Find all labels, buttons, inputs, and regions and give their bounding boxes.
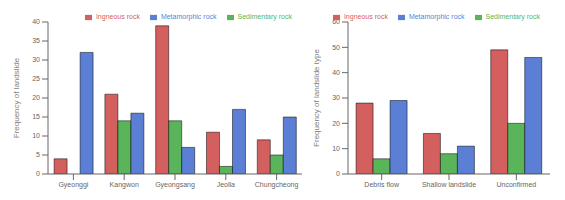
html-text:Metamorphic rock: Metamorphic rock xyxy=(160,13,217,20)
svg-text:30: 30 xyxy=(332,94,340,101)
svg-text:40: 40 xyxy=(32,18,40,25)
svg-text:10: 10 xyxy=(332,145,340,152)
svg-text:Frequency of landslide: Frequency of landslide xyxy=(12,57,21,138)
svg-text:15: 15 xyxy=(32,113,40,120)
html-text:Sedimentary rock: Sedimentary rock xyxy=(237,13,292,20)
svg-text:Chungcheong: Chungcheong xyxy=(255,181,299,189)
svg-text:Unconfirmed: Unconfirmed xyxy=(496,181,536,188)
svg-text:Kangwon: Kangwon xyxy=(110,181,139,189)
svg-text:Gyeonggi: Gyeonggi xyxy=(58,181,88,189)
html-text:Ingneous rock: Ingneous rock xyxy=(343,13,388,20)
svg-text:Gyeongsang: Gyeongsang xyxy=(155,181,195,189)
svg-text:50: 50 xyxy=(332,44,340,51)
svg-text:60: 60 xyxy=(332,18,340,25)
svg-text:Frequency of landslide type: Frequency of landslide type xyxy=(312,49,321,147)
svg-text:35: 35 xyxy=(32,37,40,44)
html-text:Sedimentary rock: Sedimentary rock xyxy=(485,13,540,20)
svg-text:20: 20 xyxy=(32,94,40,101)
svg-text:40: 40 xyxy=(332,69,340,76)
svg-text:0: 0 xyxy=(336,170,340,177)
svg-text:30: 30 xyxy=(32,56,40,63)
svg-text:0: 0 xyxy=(36,170,40,177)
svg-text:Debris flow: Debris flow xyxy=(364,181,400,188)
svg-text:10: 10 xyxy=(32,132,40,139)
html-text:Metamorphic rock: Metamorphic rock xyxy=(408,13,465,20)
html-text:Ingneous rock: Ingneous rock xyxy=(95,13,140,20)
svg-text:Shallow landslide: Shallow landslide xyxy=(422,181,476,188)
svg-text:Jeolla: Jeolla xyxy=(217,181,235,188)
svg-text:20: 20 xyxy=(332,120,340,127)
svg-text:25: 25 xyxy=(32,75,40,82)
svg-text:5: 5 xyxy=(36,151,40,158)
